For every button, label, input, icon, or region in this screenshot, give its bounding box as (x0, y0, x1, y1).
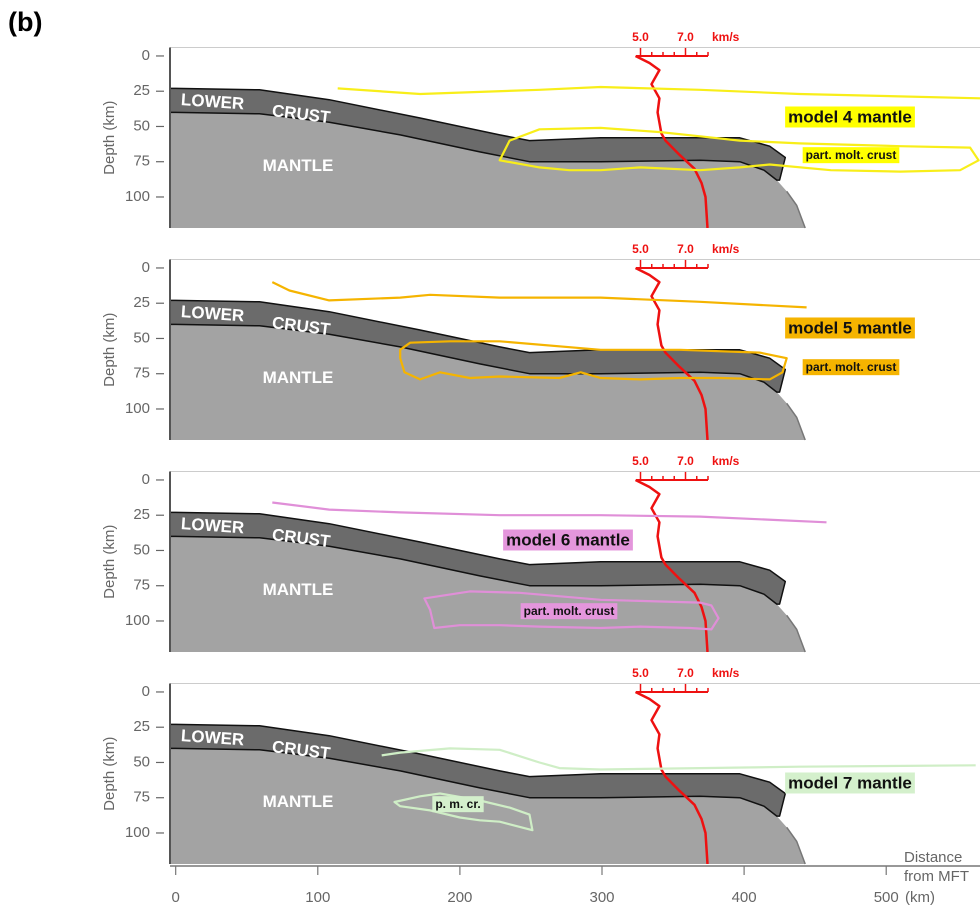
x-tick-label: 100 (305, 889, 330, 906)
legend-label: part. molt. crust (524, 604, 615, 618)
y-tick-label: 100 (125, 612, 150, 629)
x-axis-label: from MFT (904, 868, 969, 885)
x-tick-label: 300 (589, 889, 614, 906)
y-axis-label: Depth (km) (101, 525, 118, 599)
y-tick-label: 50 (133, 541, 150, 558)
panel-label: (b) (8, 7, 42, 37)
y-tick-label: 100 (125, 824, 150, 841)
y-tick-label: 50 (133, 329, 150, 346)
model-outline (272, 282, 806, 307)
velocity-tick-label: 5.0 (632, 242, 649, 256)
y-tick-label: 25 (133, 506, 150, 523)
y-axis-label: Depth (km) (101, 313, 118, 387)
velocity-tick-label: 7.0 (677, 666, 694, 680)
y-tick-label: 50 (133, 753, 150, 770)
mantle-label: MANTLE (263, 368, 334, 387)
y-tick-label: 75 (133, 365, 150, 382)
y-tick-label: 0 (142, 47, 150, 64)
x-tick-label: 400 (732, 889, 757, 906)
legend-label: part. molt. crust (806, 360, 897, 374)
model-outline (272, 503, 826, 523)
figure: (b) LOWERCRUSTMANTLE0255075100Depth (km)… (0, 0, 980, 911)
velocity-tick-label: 7.0 (677, 454, 694, 468)
legend-label: model 6 mantle (506, 530, 630, 549)
legend-label: model 5 mantle (788, 318, 912, 337)
y-tick-label: 0 (142, 259, 150, 276)
y-tick-label: 0 (142, 683, 150, 700)
x-axis-label: (km) (905, 889, 935, 906)
y-tick-label: 25 (133, 294, 150, 311)
x-axis-label: Distance (904, 849, 962, 866)
y-tick-label: 100 (125, 400, 150, 417)
y-axis-label: Depth (km) (101, 101, 118, 175)
velocity-tick-label: 5.0 (632, 30, 649, 44)
velocity-unit: km/s (712, 454, 740, 468)
velocity-unit: km/s (712, 30, 740, 44)
page: {"chart_data": { "type": "cross-section"… (0, 0, 980, 911)
velocity-unit: km/s (712, 242, 740, 256)
y-tick-label: 75 (133, 577, 150, 594)
y-tick-label: 0 (142, 471, 150, 488)
velocity-tick-label: 5.0 (632, 666, 649, 680)
y-tick-label: 25 (133, 718, 150, 735)
legend-label: model 4 mantle (788, 107, 912, 126)
velocity-unit: km/s (712, 666, 740, 680)
mantle-label: MANTLE (263, 792, 334, 811)
x-tick-label: 500 (874, 889, 899, 906)
x-tick-label: 0 (172, 889, 180, 906)
y-axis-label: Depth (km) (101, 737, 118, 811)
y-tick-label: 25 (133, 82, 150, 99)
y-tick-label: 75 (133, 789, 150, 806)
x-tick-label: 200 (447, 889, 472, 906)
y-tick-label: 50 (133, 117, 150, 134)
velocity-tick-label: 7.0 (677, 242, 694, 256)
legend-label: part. molt. crust (806, 148, 897, 162)
y-tick-label: 100 (125, 188, 150, 205)
mantle-label: MANTLE (263, 580, 334, 599)
velocity-tick-label: 7.0 (677, 30, 694, 44)
velocity-tick-label: 5.0 (632, 454, 649, 468)
legend-label: p. m. cr. (435, 797, 480, 811)
legend-label: model 7 mantle (788, 773, 912, 792)
mantle-label: MANTLE (263, 156, 334, 175)
y-tick-label: 75 (133, 153, 150, 170)
